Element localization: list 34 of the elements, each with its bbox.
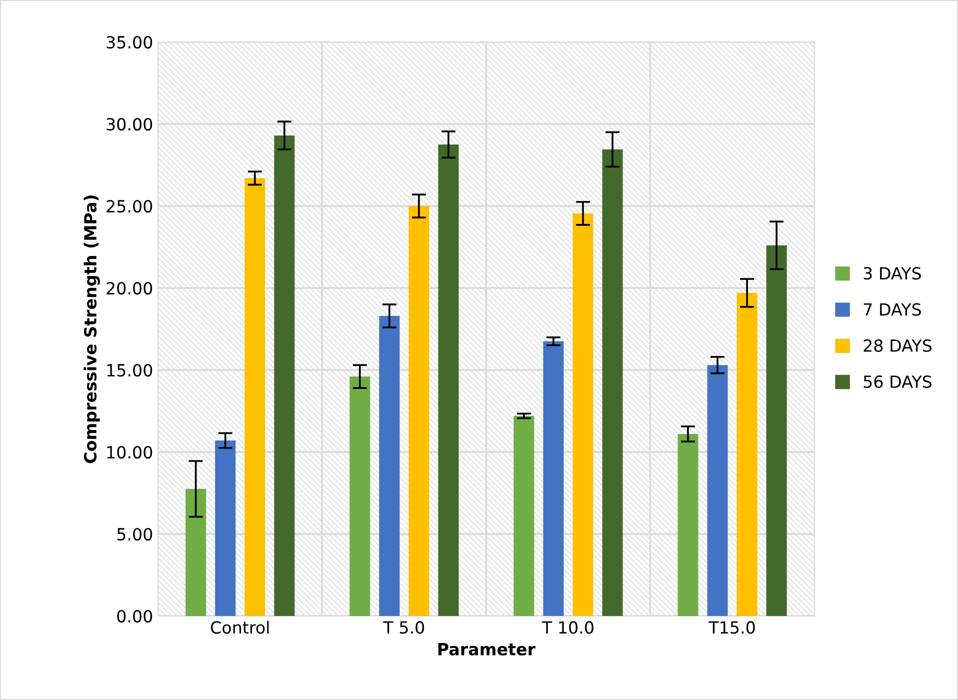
- legend-label: 3 DAYS: [864, 267, 921, 280]
- legend-label: 56 DAYS: [864, 375, 932, 388]
- bar: [678, 434, 698, 616]
- y-tick-label: 5.00: [117, 528, 152, 541]
- bar: [543, 341, 564, 616]
- y-tick-label: 15.00: [107, 364, 152, 377]
- bar: [379, 316, 400, 616]
- y-tick-label: 20.00: [106, 282, 152, 295]
- bar: [766, 245, 787, 616]
- legend-label: 7 DAYS: [864, 303, 921, 316]
- y-tick-label: 0.00: [117, 610, 152, 623]
- x-tick-label: T 10.0: [542, 621, 594, 634]
- bar: [736, 292, 758, 616]
- x-tick-label: Control: [210, 620, 269, 634]
- bar: [186, 488, 206, 616]
- bar: [274, 135, 295, 616]
- y-tick-label: 10.00: [107, 446, 152, 459]
- x-tick-label: T15.0: [708, 621, 755, 634]
- y-tick-label: 30.00: [106, 118, 152, 131]
- legend-label: 28 DAYS: [864, 339, 932, 352]
- bar: [408, 206, 430, 616]
- x-tick-label: T 5.0: [383, 621, 424, 634]
- y-axis-title: Compressive Strength (MPa): [84, 196, 100, 464]
- bar: [215, 440, 236, 616]
- bar: [707, 365, 728, 616]
- bar: [602, 149, 623, 616]
- y-tick-label: 35.00: [106, 36, 152, 49]
- bar: [514, 416, 534, 616]
- bar: [350, 376, 370, 616]
- x-axis-title: Parameter: [438, 643, 536, 656]
- bar: [244, 178, 266, 616]
- y-tick-label: 25.00: [106, 200, 152, 213]
- bar: [572, 213, 594, 616]
- bar: [438, 144, 459, 616]
